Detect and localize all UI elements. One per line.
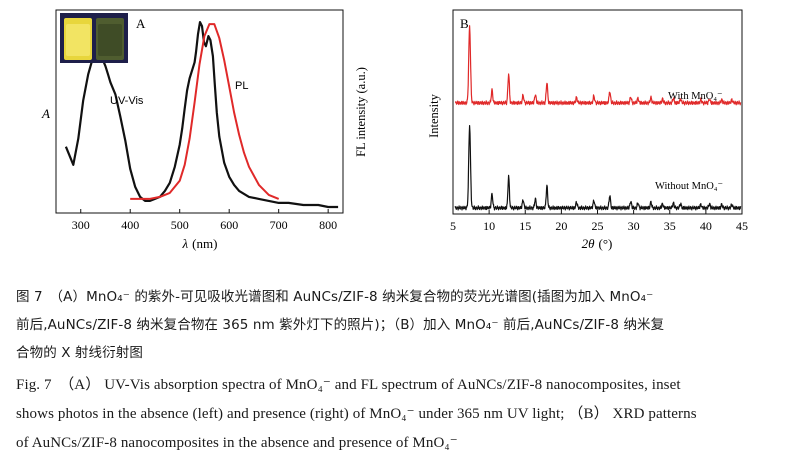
panel-b-x-tick-label: 10 bbox=[483, 219, 495, 233]
panel-a-x-ticks: 300 400 500 600 700 800 bbox=[72, 209, 337, 232]
panel-a-frame bbox=[55, 9, 344, 214]
panel-a-y2-label: FL intensity (a.u.) bbox=[354, 67, 368, 157]
caption-cn-line-1: 图 7 （A）MnO₄⁻ 的紫外-可见吸收光谱图和 AuNCs/ZIF-8 纳米… bbox=[16, 289, 654, 305]
panel-a-x-tick-label: 500 bbox=[171, 218, 189, 232]
panel-b-x-symbol: 2θ bbox=[582, 236, 596, 251]
pl-series-label: PL bbox=[235, 80, 248, 92]
panel-b-chart: 5 10 15 20 25 30 35 40 45 B With MnO₄⁻ Without M… bbox=[427, 9, 748, 251]
panel-a-x-symbol: λ bbox=[182, 236, 189, 251]
caption-en-line-3: of AuNCs/ZIF-8 nanocomposites in the abs… bbox=[16, 435, 458, 451]
panel-b-label: B bbox=[460, 16, 469, 31]
panel-a-x-tick-label: 800 bbox=[319, 218, 337, 232]
inset-photo bbox=[60, 13, 128, 63]
xrd-with-mno4-curve bbox=[454, 25, 742, 106]
caption-en-line-2: shows photos in the absence (left) and p… bbox=[16, 406, 697, 422]
panel-b-x-tick-label: 35 bbox=[664, 219, 676, 233]
panel-a-x-unit: (nm) bbox=[192, 236, 217, 251]
panel-a-x-tick-label: 600 bbox=[220, 218, 238, 232]
panel-a-x-tick-label: 300 bbox=[72, 218, 90, 232]
inset-vial-right-shade bbox=[98, 24, 122, 56]
panel-b-x-unit: (°) bbox=[599, 236, 613, 251]
panel-b-x-tick-label: 20 bbox=[555, 219, 567, 233]
panel-b-x-tick-label: 45 bbox=[736, 219, 748, 233]
panel-a-y-label: A bbox=[41, 106, 50, 121]
with-mno4-series-label: With MnO₄⁻ bbox=[668, 91, 723, 102]
uv-vis-curve bbox=[64, 21, 339, 209]
panel-a-chart: 300 400 500 600 700 800 A UV-Vis PL A FL inte… bbox=[41, 9, 368, 251]
xrd-without-mno4-curve bbox=[454, 125, 742, 211]
panel-b-x-tick-label: 40 bbox=[700, 219, 712, 233]
panel-a-label: A bbox=[136, 16, 146, 31]
panel-a-x-tick-label: 400 bbox=[121, 218, 139, 232]
panel-b-x-ticks: 5 10 15 20 25 30 35 40 45 bbox=[450, 210, 748, 233]
panel-b-x-label: 2θ (°) bbox=[582, 236, 613, 251]
panel-b-x-tick-label: 5 bbox=[450, 219, 456, 233]
caption-cn-line-2: 前后,AuNCs/ZIF-8 纳米复合物在 365 nm 紫外灯下的照片)；（B… bbox=[16, 317, 665, 333]
caption-cn-line-3: 合物的 X 射线衍射图 bbox=[16, 345, 143, 361]
inset-vial-left-glow bbox=[66, 24, 90, 56]
uv-vis-series-label: UV-Vis bbox=[110, 95, 144, 107]
caption-en-line-1: Fig. 7 （A） UV-Vis absorption spectra of … bbox=[16, 377, 681, 393]
without-mno4-series-label: Without MnO₄⁻ bbox=[655, 181, 723, 192]
panel-b-y-label: Intensity bbox=[427, 93, 441, 137]
panel-b-x-tick-label: 30 bbox=[628, 219, 640, 233]
panel-b-x-tick-label: 25 bbox=[592, 219, 604, 233]
panel-b-x-tick-label: 15 bbox=[519, 219, 531, 233]
panel-a-x-tick-label: 700 bbox=[270, 218, 288, 232]
panel-a-x-label: λ (nm) bbox=[182, 236, 218, 251]
pl-curve bbox=[130, 23, 280, 200]
